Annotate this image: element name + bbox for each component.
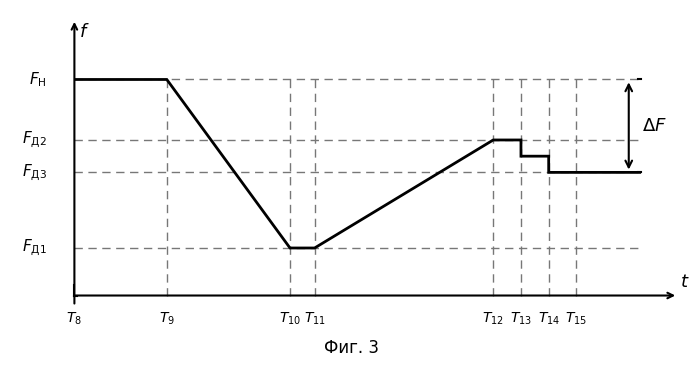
Text: Фиг. 3: Фиг. 3 (324, 339, 379, 357)
Text: $T_{10}$: $T_{10}$ (279, 310, 301, 327)
Text: $T_8$: $T_8$ (66, 310, 82, 327)
Text: $T_{13}$: $T_{13}$ (510, 310, 532, 327)
Text: t: t (681, 273, 688, 291)
Text: $T_{14}$: $T_{14}$ (538, 310, 560, 327)
Text: $T_{11}$: $T_{11}$ (303, 310, 326, 327)
Text: $F_{\rm H}$: $F_{\rm H}$ (29, 70, 47, 89)
Text: $\Delta F$: $\Delta F$ (642, 117, 667, 135)
Text: $T_{15}$: $T_{15}$ (565, 310, 587, 327)
Text: $F_{\rm Д3}$: $F_{\rm Д3}$ (22, 162, 47, 183)
Text: $T_{12}$: $T_{12}$ (482, 310, 504, 327)
Text: f: f (79, 23, 86, 41)
Text: $F_{\rm Д2}$: $F_{\rm Д2}$ (22, 130, 47, 150)
Text: $T_9$: $T_9$ (159, 310, 175, 327)
Text: $F_{\rm Д1}$: $F_{\rm Д1}$ (22, 238, 47, 258)
